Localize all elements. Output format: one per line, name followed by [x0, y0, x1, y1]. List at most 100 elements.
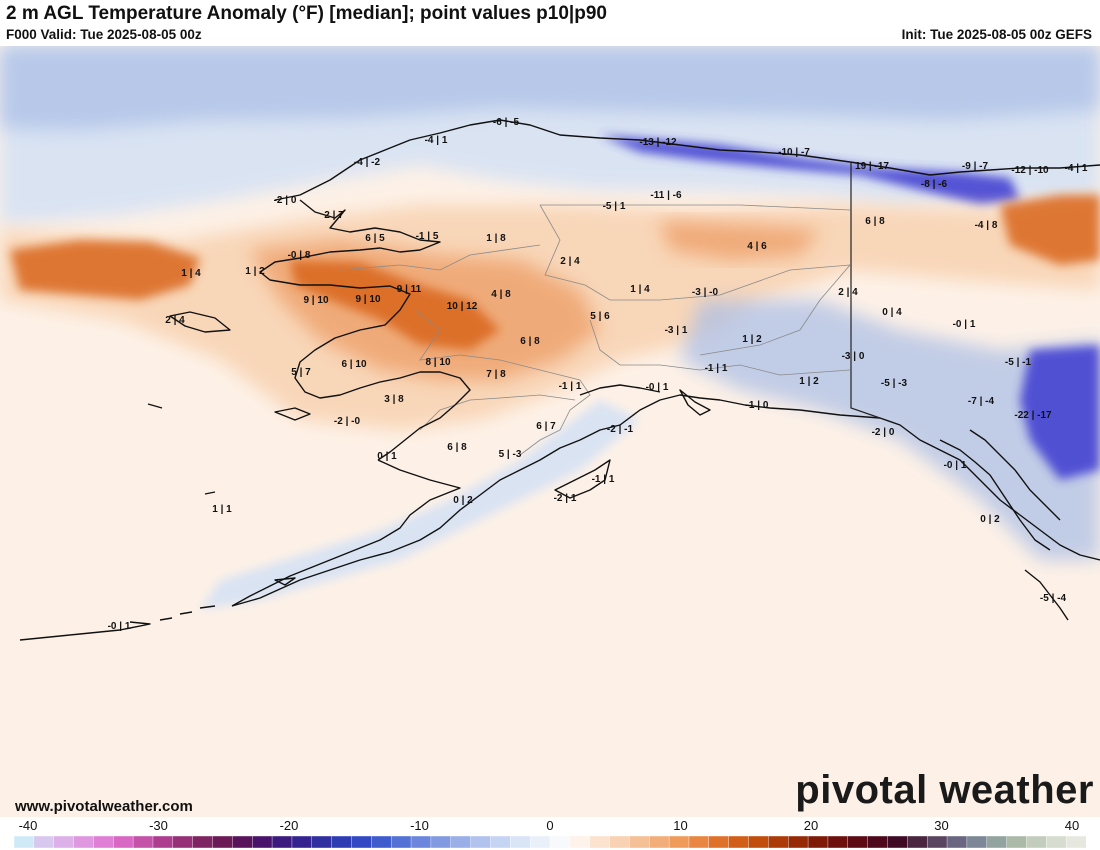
brand-logo: pivotal weather — [795, 768, 1094, 812]
point-value: 1 | 2 — [742, 334, 762, 345]
colorbar-swatch — [668, 836, 690, 848]
point-value: 1 | 1 — [212, 504, 232, 515]
point-value: -13 | -12 — [639, 137, 677, 148]
point-value: -5 | -3 — [881, 378, 908, 389]
colorbar-swatch — [410, 836, 432, 848]
point-value: 9 | 11 — [397, 284, 422, 295]
point-values: -6 | -5 -4 | 1 -13 | -12 -4 | -2 -10 | -7 19 … — [108, 117, 1088, 632]
colorbar-swatch — [291, 836, 313, 848]
colorbar-swatch — [1046, 836, 1067, 848]
point-value: 1 | 8 — [486, 233, 506, 244]
point-value: -0 | 1 — [108, 621, 131, 632]
colorbar-swatch — [470, 836, 492, 848]
point-value: -5 | -1 — [1005, 357, 1032, 368]
point-value: 9 | 10 — [355, 294, 380, 305]
colorbar-swatch — [629, 836, 651, 848]
colorbar-swatch — [232, 836, 254, 848]
colorbar-swatch — [966, 836, 988, 848]
colorbar-swatch — [510, 836, 531, 848]
colorbar-swatch — [430, 836, 452, 848]
colorbar-swatch — [609, 836, 631, 848]
colorbar-swatch — [1006, 836, 1028, 848]
point-value: 4 | 6 — [747, 241, 767, 252]
point-value: 6 | 8 — [865, 216, 885, 227]
website-url[interactable]: www.pivotalweather.com — [15, 798, 193, 815]
colorbar-swatch — [351, 836, 373, 848]
point-value: -2 | -1 — [607, 424, 634, 435]
point-value: -2 | 0 — [274, 195, 297, 206]
point-value: 1 | 4 — [630, 284, 650, 295]
point-value: 5 | 6 — [590, 311, 610, 322]
national-border — [850, 162, 881, 419]
colorbar-swatch — [152, 836, 174, 848]
colorbar-tick-label: 40 — [1064, 818, 1080, 833]
point-value: -4 | -2 — [354, 157, 381, 168]
point-value: -1 | 0 — [746, 400, 769, 411]
point-value: -3 | 1 — [665, 325, 688, 336]
colorbar-swatch — [192, 836, 214, 848]
colorbar — [14, 836, 1086, 848]
point-value: 2 | 4 — [560, 256, 580, 267]
point-value: 1 | 2 — [245, 266, 265, 277]
point-value: 5 | 7 — [291, 367, 311, 378]
colorbar-swatch — [907, 836, 928, 848]
anomaly-field — [0, 46, 1100, 610]
point-value: -11 | -6 — [650, 190, 682, 201]
point-value: 0 | 2 — [453, 495, 473, 506]
colorbar-swatch — [847, 836, 869, 848]
colorbar-swatch — [93, 836, 115, 848]
point-value: 10 | 12 — [447, 301, 478, 312]
colorbar-tick-label: 20 — [803, 818, 819, 833]
colorbar-swatch — [946, 836, 968, 848]
colorbar-tick-label: -20 — [279, 818, 299, 833]
colorbar-swatch — [331, 836, 353, 848]
point-value: 6 | 8 — [520, 336, 540, 347]
point-value: -5 | 1 — [603, 201, 626, 212]
point-value: 6 | 7 — [536, 421, 556, 432]
point-value: -2 | -0 — [334, 416, 361, 427]
colorbar-swatch — [887, 836, 909, 848]
point-value: 19 | -17 — [855, 161, 889, 172]
point-value: 9 | 10 — [303, 295, 328, 306]
colorbar-swatch — [53, 836, 75, 848]
colorbar-swatch — [132, 836, 154, 848]
colorbar-swatch — [649, 836, 670, 848]
coastline — [19, 119, 1100, 641]
point-value: -9 | -7 — [962, 161, 989, 172]
point-value: -2 | 0 — [872, 427, 895, 438]
colorbar-tick-label: -40 — [18, 818, 38, 833]
colorbar-swatch — [14, 836, 35, 848]
colorbar-swatch — [986, 836, 1008, 848]
colorbar-tick-label: -30 — [149, 818, 168, 833]
colorbar-swatch — [728, 836, 750, 848]
colorbar-tick-label: 30 — [934, 818, 949, 833]
colorbar-swatch — [390, 836, 412, 848]
point-value: 6 | 8 — [447, 442, 467, 453]
colorbar-swatch — [549, 836, 571, 848]
point-value: 7 | 8 — [486, 369, 506, 380]
point-value: 3 | 8 — [384, 394, 404, 405]
point-value: 0 | 1 — [377, 451, 397, 462]
anomaly-map: -6 | -5 -4 | 1 -13 | -12 -4 | -2 -10 | -7 19 … — [0, 46, 1100, 817]
colorbar-swatch — [450, 836, 472, 848]
colorbar-swatch — [73, 836, 95, 848]
colorbar-tick-label: 0 — [546, 818, 554, 833]
point-value: 2 | 4 — [165, 315, 185, 326]
point-value: 1 | 2 — [799, 376, 819, 387]
point-value: -8 | -6 — [921, 179, 948, 190]
point-value: -5 | -4 — [1040, 593, 1067, 604]
init-time: Init: Tue 2025-08-05 00z GEFS — [901, 27, 1092, 42]
point-value: -1 | 1 — [705, 363, 728, 374]
point-value: -7 | -4 — [968, 396, 995, 407]
point-value: -12 | -10 — [1011, 165, 1049, 176]
colorbar-swatch — [768, 836, 790, 848]
colorbar-swatch — [748, 836, 770, 848]
colorbar-swatch — [1026, 836, 1048, 848]
colorbar-swatch — [926, 836, 948, 848]
colorbar-swatch — [172, 836, 194, 848]
map-canvas: -6 | -5 -4 | 1 -13 | -12 -4 | -2 -10 | -7 19 … — [0, 46, 1100, 641]
point-value: -0 | 8 — [288, 250, 311, 261]
point-value: 2 | 4 — [838, 287, 858, 298]
point-value: -3 | 0 — [842, 351, 865, 362]
point-value: -4 | 1 — [425, 135, 448, 146]
